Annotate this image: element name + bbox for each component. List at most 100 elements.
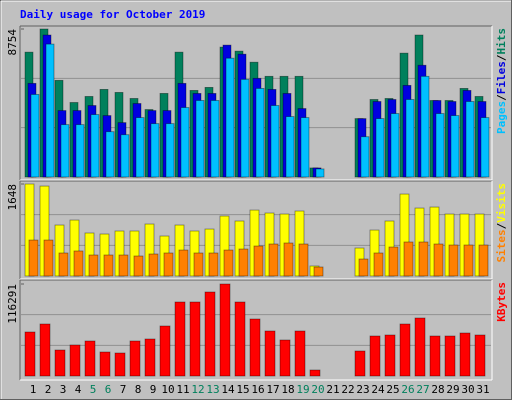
bar [240, 78, 250, 178]
x-tick-label: 19 [296, 383, 309, 396]
legend-separator: / [495, 54, 508, 61]
x-tick-label: 8 [135, 383, 142, 396]
bar [39, 323, 51, 377]
bar [238, 248, 249, 277]
bar [405, 99, 415, 178]
bar [58, 252, 69, 277]
bar [255, 88, 265, 178]
bar [135, 117, 145, 178]
x-tick-label: 20 [311, 383, 324, 396]
bar [399, 323, 411, 377]
bar [369, 335, 381, 377]
bar [159, 325, 171, 377]
x-tick-label: 25 [386, 383, 399, 396]
bar [54, 349, 66, 377]
bar [463, 244, 474, 277]
bar [210, 100, 220, 178]
bar [429, 335, 441, 377]
bar [219, 283, 231, 377]
bar [420, 75, 430, 178]
bar [435, 113, 445, 178]
bar [24, 331, 36, 377]
bar [144, 338, 156, 377]
bar [90, 114, 100, 178]
x-tick-label: 30 [461, 383, 474, 396]
bar [84, 340, 96, 377]
bar [73, 250, 84, 277]
bar [448, 244, 459, 277]
x-tick-label: 23 [356, 383, 369, 396]
x-tick-label: 31 [476, 383, 489, 396]
x-tick-label: 14 [221, 383, 235, 396]
x-tick-label: 11 [176, 383, 189, 396]
bar [360, 136, 370, 178]
bar [163, 252, 174, 277]
x-tick-label: 1 [30, 383, 37, 396]
bar [208, 252, 219, 277]
bar [264, 330, 276, 377]
bar [354, 350, 366, 377]
x-tick-label: 27 [416, 383, 429, 396]
bar [150, 123, 160, 178]
legend-entry: Hits [495, 28, 508, 55]
bar [120, 134, 130, 178]
bar [474, 334, 486, 377]
bar [403, 241, 414, 277]
bar [480, 117, 490, 178]
bar [43, 239, 54, 277]
bar [225, 57, 235, 178]
x-tick-label: 15 [236, 383, 249, 396]
bar [300, 117, 310, 178]
x-tick-label: 29 [446, 383, 459, 396]
bar [69, 344, 81, 377]
bar [388, 246, 399, 277]
y-max-label: 1648 [6, 184, 19, 211]
x-tick-label: 7 [120, 383, 127, 396]
x-tick-label: 21 [326, 383, 339, 396]
bar [309, 369, 321, 377]
bar [178, 249, 189, 277]
x-tick-label: 22 [341, 383, 354, 396]
bar [189, 301, 201, 377]
legend-entry: Visits [495, 183, 508, 223]
legend-entry: Files [495, 61, 508, 94]
legend: Pages/Files/Hits [495, 28, 508, 134]
bar [114, 352, 126, 377]
x-tick-label: 3 [60, 383, 67, 396]
bar [45, 43, 55, 178]
bar [148, 253, 159, 277]
bar [390, 113, 400, 178]
bar [253, 245, 264, 277]
x-tick-label: 17 [266, 383, 279, 396]
bar [373, 252, 384, 277]
y-max-label: 8754 [6, 29, 19, 56]
x-tick-label: 4 [75, 383, 82, 396]
bar [433, 243, 444, 277]
legend-entry: KBytes [495, 282, 508, 322]
bar [283, 242, 294, 277]
bar [268, 243, 279, 277]
x-tick-label: 18 [281, 383, 294, 396]
bar [195, 100, 205, 178]
bar [465, 101, 475, 178]
legend-entry: Sites [495, 229, 508, 262]
bar [459, 332, 471, 377]
bar [30, 94, 40, 178]
bar [270, 105, 280, 178]
legend: KBytes [495, 282, 508, 322]
x-tick-label: 26 [401, 383, 414, 396]
bar [384, 334, 396, 377]
bar [60, 124, 70, 178]
bar [103, 254, 114, 277]
y-max-label: 116291 [6, 284, 19, 324]
bar [133, 255, 144, 277]
bar [450, 115, 460, 178]
bar [99, 351, 111, 377]
bar [249, 318, 261, 377]
bar [444, 335, 456, 377]
bar [129, 340, 141, 377]
bar [118, 254, 129, 277]
x-tick-label: 6 [105, 383, 112, 396]
